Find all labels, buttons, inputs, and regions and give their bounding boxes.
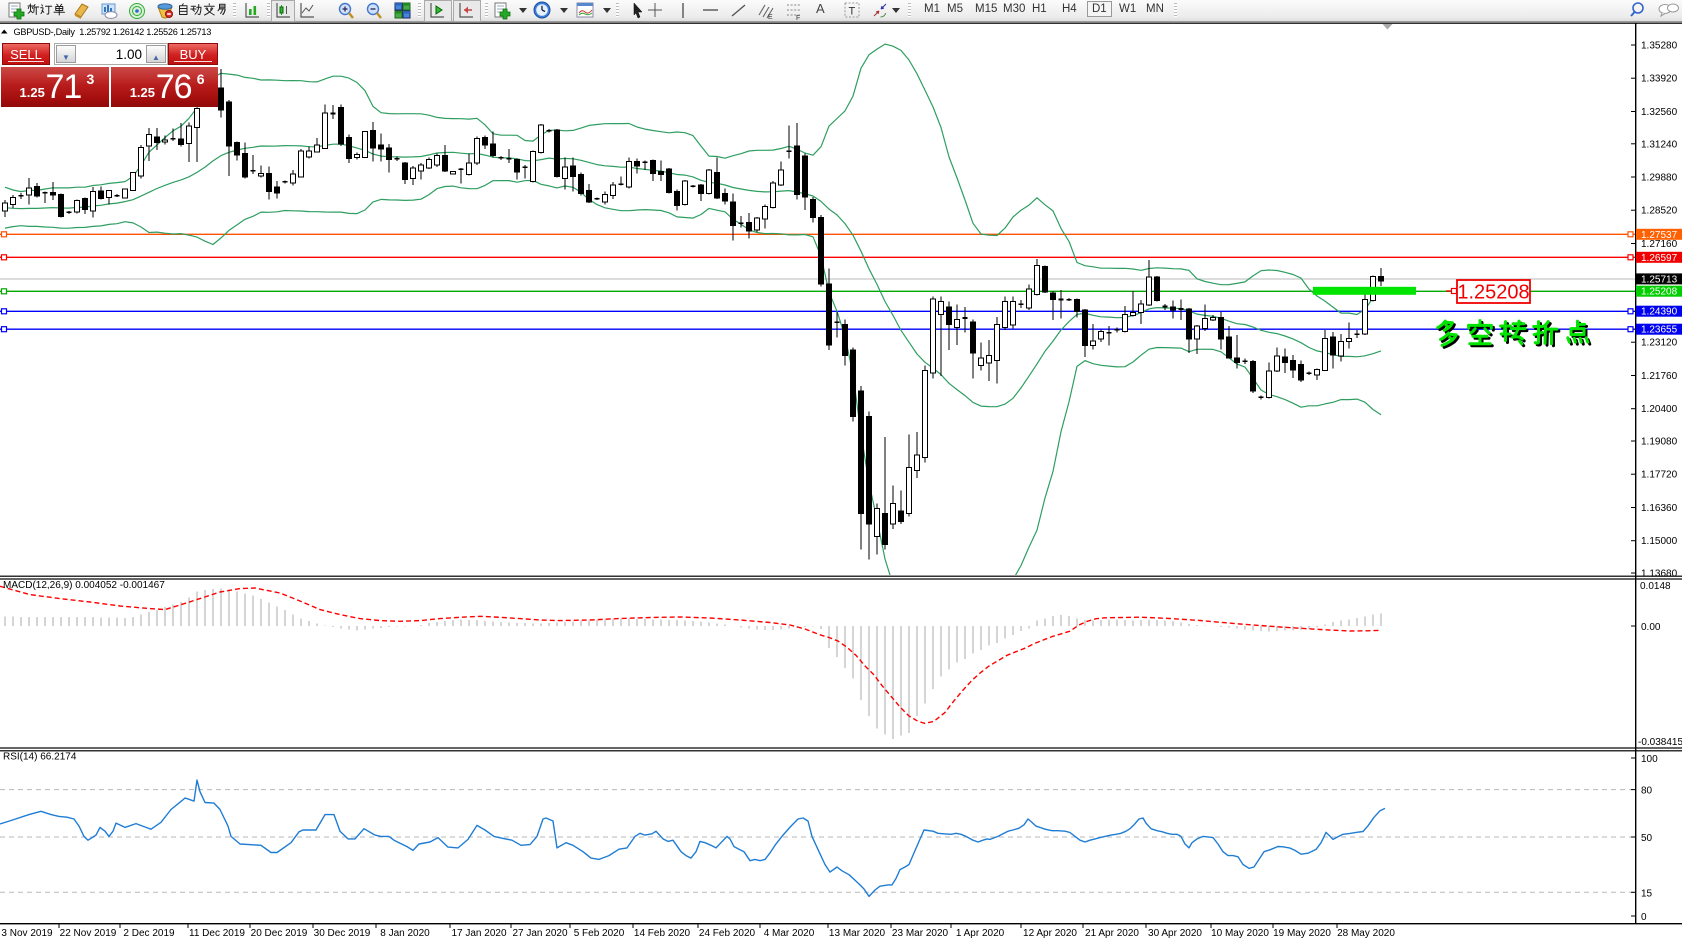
svg-text:1.32560: 1.32560: [1641, 107, 1678, 118]
svg-text:1.24390: 1.24390: [1641, 307, 1678, 318]
svg-text:30 Apr 2020: 30 Apr 2020: [1148, 928, 1202, 939]
svg-text:1.26597: 1.26597: [1641, 253, 1678, 264]
svg-text:T: T: [849, 6, 856, 18]
svg-text:100: 100: [1641, 754, 1658, 765]
svg-text:15: 15: [1641, 888, 1653, 899]
svg-text:50: 50: [1641, 833, 1653, 844]
svg-text:28 May 2020: 28 May 2020: [1337, 928, 1395, 939]
svg-text:22 Nov 2019: 22 Nov 2019: [60, 928, 117, 939]
svg-text:4 Mar 2020: 4 Mar 2020: [764, 928, 815, 939]
svg-text:1.25713: 1.25713: [1641, 274, 1678, 285]
svg-text:24 Feb 2020: 24 Feb 2020: [699, 928, 756, 939]
svg-text:0.00: 0.00: [1641, 622, 1661, 633]
svg-text:80: 80: [1641, 786, 1653, 797]
svg-text:1.15000: 1.15000: [1641, 536, 1678, 547]
svg-text:3 Nov 2019: 3 Nov 2019: [1, 928, 53, 939]
svg-text:1.27537: 1.27537: [1641, 230, 1678, 241]
svg-text:F: F: [796, 15, 800, 21]
svg-text:23 Mar 2020: 23 Mar 2020: [892, 928, 949, 939]
svg-text:1.33920: 1.33920: [1641, 74, 1678, 85]
svg-text:1.25208: 1.25208: [1457, 282, 1529, 304]
svg-text:1.21760: 1.21760: [1641, 371, 1678, 382]
svg-text:12 Apr 2020: 12 Apr 2020: [1023, 928, 1077, 939]
svg-text:1.13680: 1.13680: [1641, 569, 1678, 580]
svg-text:MACD(12,26,9) 0.004052 -0.0014: MACD(12,26,9) 0.004052 -0.001467: [3, 580, 165, 591]
svg-text:20 Dec 2019: 20 Dec 2019: [251, 928, 308, 939]
svg-text:1.29880: 1.29880: [1641, 173, 1678, 184]
svg-text:-0.038415: -0.038415: [1638, 737, 1682, 748]
svg-text:1.27160: 1.27160: [1641, 239, 1678, 250]
svg-text:13 Mar 2020: 13 Mar 2020: [829, 928, 886, 939]
svg-text:11 Dec 2019: 11 Dec 2019: [189, 928, 245, 939]
svg-text:RSI(14) 66.2174: RSI(14) 66.2174: [3, 752, 77, 763]
svg-text:1.25208: 1.25208: [1641, 287, 1678, 298]
svg-text:27 Jan 2020: 27 Jan 2020: [512, 928, 567, 939]
svg-text:0: 0: [1641, 912, 1647, 923]
svg-text:1.23655: 1.23655: [1641, 325, 1678, 336]
svg-text:GBPUSD-,Daily 1.25792 1.26142: GBPUSD-,Daily 1.25792 1.26142 1.25526 1.…: [14, 27, 212, 37]
svg-text:10 May 2020: 10 May 2020: [1211, 928, 1269, 939]
svg-text:21 Apr 2020: 21 Apr 2020: [1085, 928, 1139, 939]
svg-text:17 Jan 2020: 17 Jan 2020: [451, 928, 506, 939]
svg-text:30 Dec 2019: 30 Dec 2019: [314, 928, 371, 939]
svg-text:2 Dec 2019: 2 Dec 2019: [123, 928, 175, 939]
svg-text:1.17720: 1.17720: [1641, 470, 1678, 481]
svg-text:1.35280: 1.35280: [1641, 41, 1678, 52]
svg-text:8 Jan 2020: 8 Jan 2020: [380, 928, 430, 939]
svg-text:1.20400: 1.20400: [1641, 404, 1678, 415]
svg-text:1.19080: 1.19080: [1641, 437, 1678, 448]
svg-text:19 May 2020: 19 May 2020: [1273, 928, 1331, 939]
svg-text:1.16360: 1.16360: [1641, 503, 1678, 514]
svg-text:1.28520: 1.28520: [1641, 206, 1678, 217]
svg-text:1 Apr 2020: 1 Apr 2020: [956, 928, 1005, 939]
svg-text:0.0148: 0.0148: [1640, 581, 1671, 592]
svg-text:5 Feb 2020: 5 Feb 2020: [574, 928, 625, 939]
svg-text:1.23120: 1.23120: [1641, 338, 1678, 349]
svg-text:14 Feb 2020: 14 Feb 2020: [634, 928, 691, 939]
svg-text:E: E: [768, 14, 773, 21]
svg-text:1.31240: 1.31240: [1641, 139, 1678, 150]
